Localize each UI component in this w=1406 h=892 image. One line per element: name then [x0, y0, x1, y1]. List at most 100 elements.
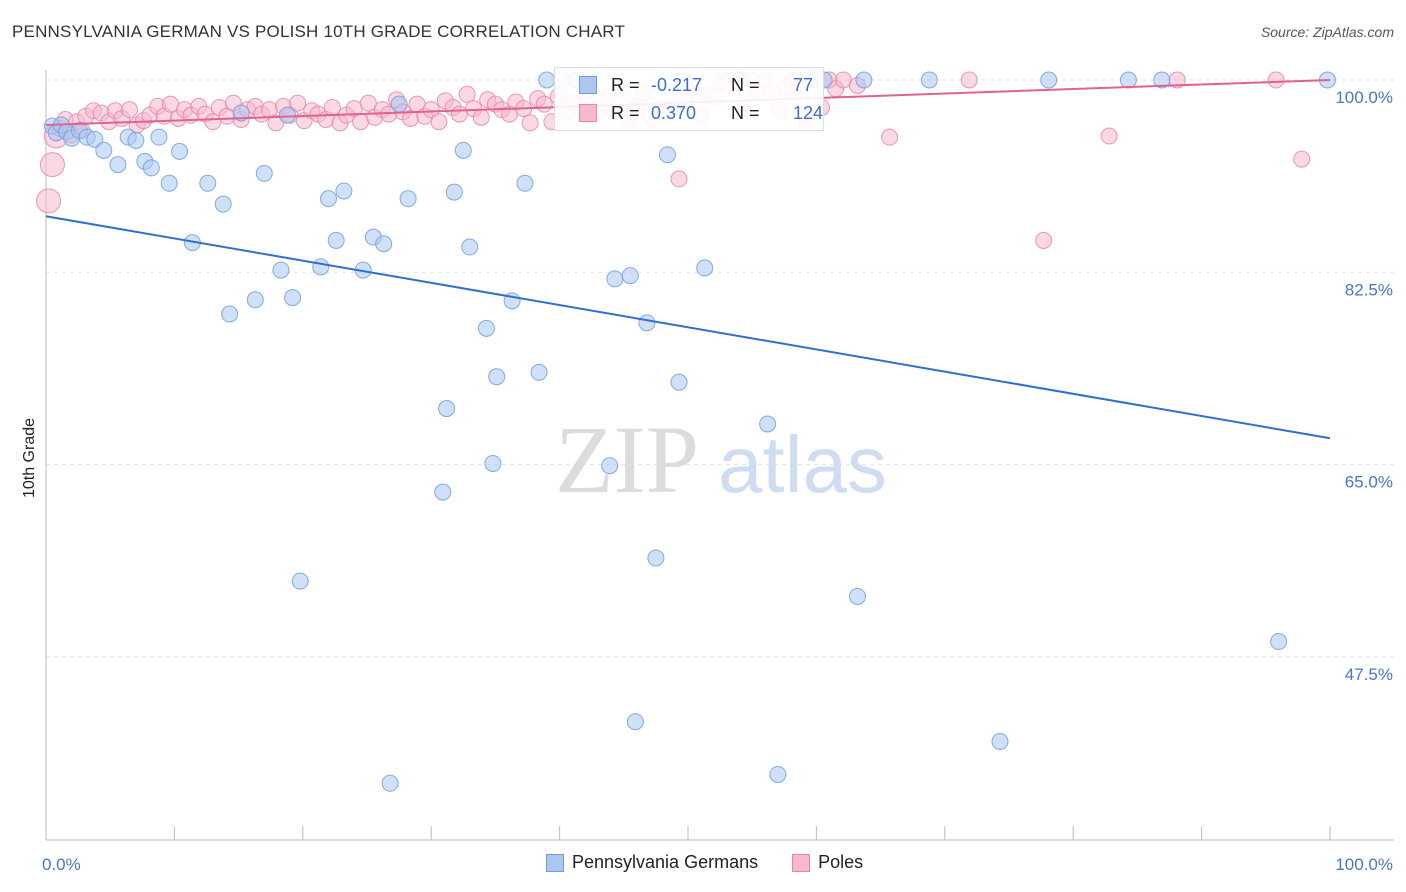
- data-point: [319, 190, 337, 208]
- data-point: [375, 235, 393, 253]
- data-point: [769, 765, 787, 783]
- x-tick-labels: 0.0% 100.0%: [42, 855, 1393, 874]
- data-point: [204, 113, 222, 131]
- data-point: [834, 71, 852, 89]
- data-point: [221, 305, 239, 323]
- stats-box: R = -0.217 N = 77 R = 0.370 N = 124: [554, 67, 824, 131]
- data-point: [1040, 71, 1058, 89]
- data-point: [759, 415, 777, 433]
- trend-line-pennsylvania-germans: [45, 215, 1331, 440]
- data-point: [855, 71, 873, 89]
- data-point: [352, 113, 370, 131]
- data-point: [284, 289, 302, 307]
- y-tick-label: 47.5%: [1345, 665, 1393, 684]
- data-point: [399, 190, 417, 208]
- data-point: [696, 259, 714, 277]
- data-point: [120, 101, 138, 119]
- data-point: [881, 128, 899, 146]
- stats-r-value: -0.217: [651, 74, 703, 95]
- legend-swatch-blue: [546, 853, 564, 872]
- stats-swatch-blue: [579, 76, 597, 94]
- x-tick-label: 100.0%: [1335, 855, 1393, 874]
- data-point: [472, 108, 490, 126]
- data-point: [638, 314, 656, 332]
- data-point: [214, 195, 232, 213]
- y-axis-title: 10th Grade: [21, 418, 38, 498]
- data-point: [535, 95, 553, 113]
- y-tick-labels: 100.0% 82.5% 65.0% 47.5%: [1335, 88, 1393, 684]
- legend-item-poles[interactable]: Poles: [792, 852, 863, 873]
- trend-lines: [45, 79, 1331, 440]
- stats-r-label: R =: [611, 102, 640, 123]
- legend-label: Poles: [818, 852, 864, 872]
- data-point: [109, 156, 127, 174]
- data-point: [39, 152, 65, 178]
- data-point: [538, 71, 556, 89]
- data-point: [359, 94, 377, 112]
- data-point: [450, 105, 468, 123]
- data-point: [278, 106, 296, 124]
- legend-item-pennsylvania-germans[interactable]: Pennsylvania Germans: [546, 852, 758, 873]
- data-point: [312, 258, 330, 276]
- data-point: [36, 188, 62, 214]
- data-point: [1100, 127, 1118, 145]
- data-point: [150, 128, 168, 146]
- data-point: [272, 261, 290, 279]
- data-point: [1270, 633, 1288, 651]
- data-point: [647, 549, 665, 567]
- data-point: [323, 98, 341, 116]
- stats-r-value: 0.370: [651, 102, 697, 123]
- data-point: [390, 95, 408, 113]
- data-point: [430, 113, 448, 131]
- data-point: [171, 142, 189, 160]
- data-point: [530, 363, 548, 381]
- y-tick-label: 100.0%: [1335, 88, 1393, 107]
- data-point: [86, 130, 104, 148]
- chart-title: PENNSYLVANIA GERMAN VS POLISH 10TH GRADE…: [12, 22, 626, 41]
- y-tick-label: 82.5%: [1345, 280, 1393, 299]
- axes: [45, 70, 1394, 841]
- data-point: [670, 373, 688, 391]
- data-point: [991, 733, 1009, 751]
- stats-n-label: N =: [731, 74, 760, 95]
- data-point: [255, 164, 273, 182]
- data-point: [960, 71, 978, 89]
- x-tick-label: 0.0%: [42, 855, 81, 874]
- data-point: [327, 231, 345, 249]
- data-point: [1267, 71, 1285, 89]
- data-point: [127, 131, 145, 149]
- data-point: [289, 94, 307, 112]
- data-point: [516, 174, 534, 192]
- data-point: [246, 291, 264, 309]
- data-point: [658, 146, 676, 164]
- legend-label: Pennsylvania Germans: [572, 852, 759, 872]
- stats-n-value: 77: [793, 74, 814, 95]
- data-point: [458, 85, 476, 103]
- data-point: [199, 174, 217, 192]
- data-point: [461, 238, 479, 256]
- data-point: [848, 587, 866, 605]
- watermark-zip: ZIP: [555, 406, 699, 513]
- data-point: [606, 270, 624, 288]
- stats-n-label: N =: [731, 102, 760, 123]
- data-point: [670, 170, 688, 188]
- data-point: [162, 95, 180, 113]
- data-point: [488, 368, 506, 386]
- data-point: [477, 319, 495, 337]
- data-point: [335, 182, 353, 200]
- legend-swatch-pink: [792, 853, 811, 872]
- data-point: [232, 104, 250, 122]
- data-point: [445, 183, 463, 201]
- data-point: [521, 114, 539, 132]
- gridlines: [46, 79, 1394, 658]
- data-point: [454, 141, 472, 159]
- legend: Pennsylvania Germans Poles: [546, 852, 887, 873]
- stats-swatch-pink: [579, 104, 597, 122]
- stats-n-value: 124: [793, 102, 824, 123]
- data-point: [291, 572, 309, 590]
- data-point: [1119, 71, 1137, 89]
- data-point: [621, 267, 639, 285]
- data-point: [381, 774, 399, 792]
- data-point: [1153, 71, 1171, 89]
